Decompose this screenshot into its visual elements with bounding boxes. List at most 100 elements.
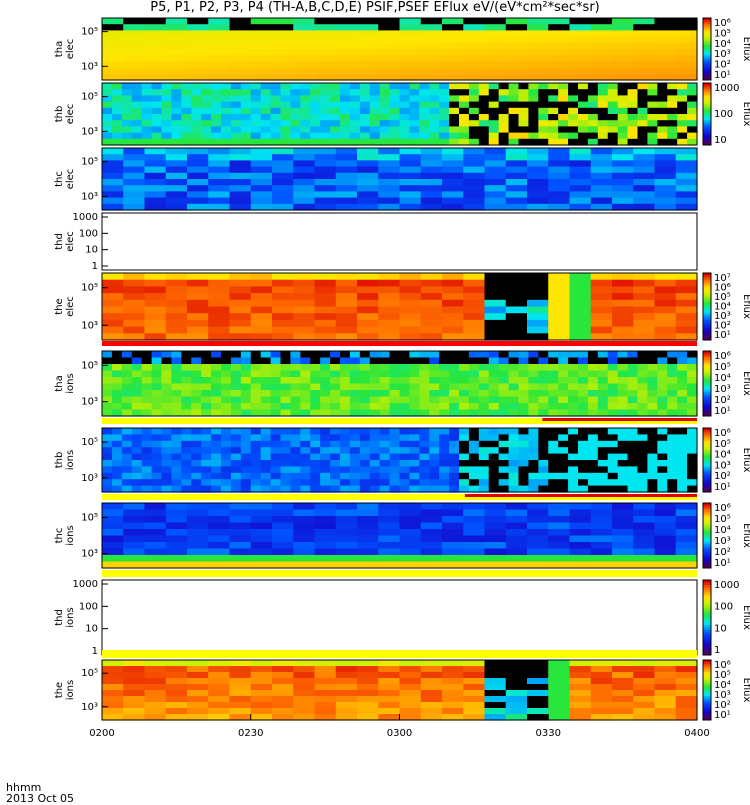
heatmap-cell (208, 660, 231, 667)
heatmap-cell (144, 154, 167, 161)
heatmap-cell (230, 107, 242, 115)
heatmap-cell (590, 522, 613, 530)
heatmap-cell (330, 357, 341, 365)
heatmap-cell (349, 479, 361, 487)
heatmap-cell (478, 472, 490, 480)
heatmap-cell (647, 370, 658, 378)
heatmap-cell (161, 409, 173, 417)
heatmap-cell (111, 120, 123, 127)
colorbar-segment (703, 479, 711, 482)
heatmap-cell (607, 485, 619, 493)
heatmap-cell (647, 383, 658, 391)
heatmap-cell (654, 49, 677, 56)
heatmap-cell (250, 24, 273, 31)
heatmap-cell (357, 160, 379, 168)
colorbar-segment (703, 453, 711, 457)
heatmap-cell (399, 377, 411, 385)
heatmap-cell (468, 409, 480, 417)
heatmap-cell (211, 472, 222, 480)
heatmap-cell (558, 460, 569, 467)
heatmap-cell (548, 293, 571, 301)
heatmap-cell (191, 472, 202, 480)
colorbar-segment (703, 359, 711, 363)
heatmap-cell (111, 428, 123, 435)
heatmap-cell (654, 197, 677, 205)
heatmap-cell (647, 428, 658, 435)
heatmap-cell (250, 333, 273, 341)
heatmap-cell (151, 120, 163, 127)
heatmap-cell (191, 101, 202, 109)
heatmap-cell (498, 396, 510, 404)
heatmap-cell (590, 286, 613, 294)
heatmap-cell (230, 357, 242, 365)
heatmap-cell (314, 319, 337, 328)
heatmap-cell (518, 120, 530, 127)
heatmap-cell (508, 428, 520, 435)
heatmap-cell (359, 120, 371, 127)
colorbar-segment (703, 275, 711, 278)
heatmap-cell (399, 672, 422, 679)
heatmap-cell (330, 440, 341, 448)
heatmap-cell (548, 24, 571, 31)
heatmap-cell (687, 466, 698, 474)
heatmap-cell (597, 120, 609, 127)
heatmap-cell (527, 561, 549, 569)
colorbar-segment (703, 712, 711, 715)
heatmap-cell (335, 684, 358, 691)
heatmap-cell (429, 114, 440, 121)
heatmap-cell (505, 535, 528, 543)
heatmap-cell (208, 326, 231, 334)
heatmap-cell (378, 561, 401, 569)
heatmap-cell (607, 132, 619, 140)
heatmap-cell (578, 114, 589, 121)
heatmap-cell (647, 440, 658, 448)
colorbar-segment (703, 69, 711, 73)
heatmap-cell (654, 696, 677, 703)
heatmap-cell (508, 357, 520, 365)
heatmap-cell (687, 453, 698, 461)
heatmap-cell (478, 466, 490, 474)
heatmap-cell (181, 403, 192, 411)
heatmap-cell (102, 561, 124, 569)
heatmap-cell (270, 479, 282, 487)
heatmap-cell (389, 114, 401, 121)
heatmap-cell (187, 684, 209, 691)
colorbar-tick-label: 10² (714, 471, 731, 482)
heatmap-cell (429, 447, 440, 455)
heatmap-cell (527, 24, 549, 31)
heatmap-cell (211, 403, 222, 411)
heatmap-cell (340, 440, 351, 448)
colorbar-segment (703, 61, 711, 64)
heatmap-cell (330, 428, 341, 435)
heatmap-cell (463, 166, 486, 174)
heatmap-cell (208, 160, 231, 168)
heatmap-cell (181, 138, 192, 146)
heatmap-cell (527, 191, 549, 199)
heatmap-cell (637, 377, 649, 385)
heatmap-cell (293, 319, 316, 328)
heatmap-cell (607, 453, 619, 461)
heatmap-cell (478, 83, 490, 90)
colorbar-segment (703, 124, 711, 127)
heatmap-cell (667, 377, 678, 385)
heatmap-cell (272, 319, 294, 328)
heatmap-cell (208, 24, 231, 31)
heatmap-cell (121, 485, 133, 493)
heatmap-cell (419, 479, 430, 487)
heatmap-cell (300, 114, 311, 121)
heatmap-cell (314, 684, 337, 691)
heatmap-cell (505, 30, 528, 38)
colorbar-tick-label: 10⁵ (714, 28, 731, 39)
heatmap-cell (569, 306, 592, 314)
heatmap-cell (587, 107, 599, 115)
xlabel-hhmm: hhmm (6, 781, 42, 794)
heatmap-cell (187, 529, 209, 537)
heatmap-cell (597, 485, 609, 493)
heatmap-cell (349, 472, 361, 480)
heatmap-cell (144, 286, 167, 294)
heatmap-cell (478, 138, 490, 146)
